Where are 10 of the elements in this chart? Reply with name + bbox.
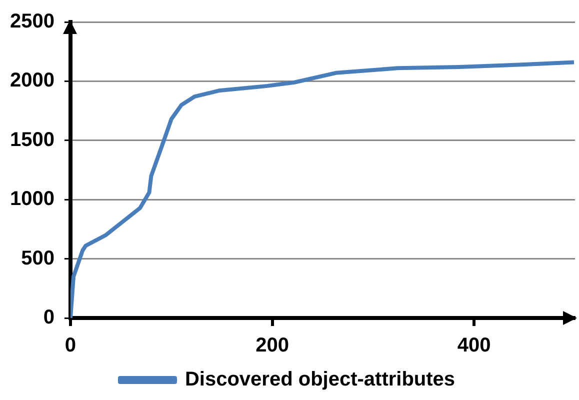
x-tick-label: 400 [457, 334, 491, 357]
y-tick-label: 500 [21, 247, 54, 270]
y-tick-label: 2500 [10, 10, 54, 33]
x-tick-label: 200 [256, 334, 289, 357]
y-tick-label: 0 [43, 306, 54, 329]
y-tick-label: 1500 [10, 128, 54, 151]
x-tick-label: 0 [64, 334, 76, 357]
legend-label: Discovered object-attributes [184, 368, 456, 391]
y-tick-label: 1000 [10, 188, 54, 210]
y-tick-label: 2000 [10, 70, 54, 92]
